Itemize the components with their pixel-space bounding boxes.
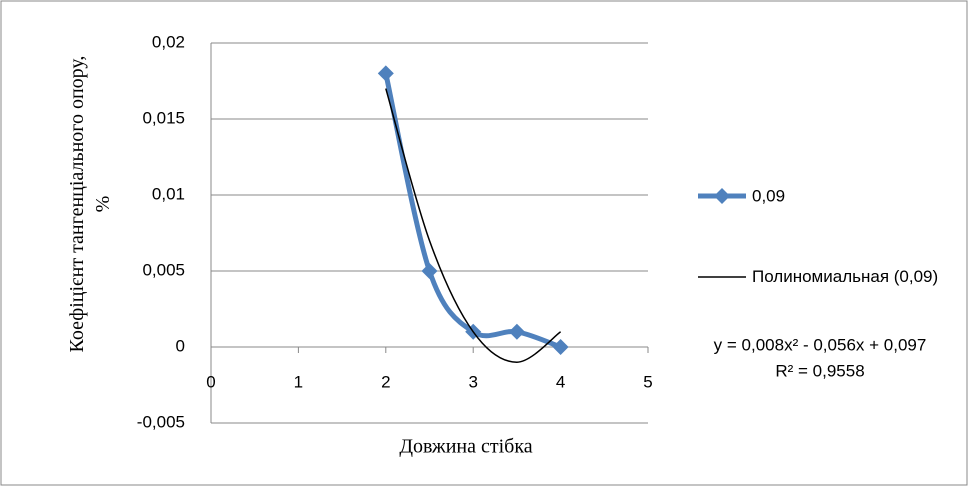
marker bbox=[508, 323, 525, 340]
x-tick-label: 5 bbox=[643, 372, 652, 391]
marker bbox=[552, 339, 569, 355]
legend-label: 0,09 bbox=[752, 186, 785, 205]
trend-r2: R² = 0,9558 bbox=[775, 361, 864, 380]
x-tick-label: 0 bbox=[206, 372, 215, 391]
x-axis-title: Довжина стібка bbox=[399, 436, 532, 458]
y-tick-label: 0,015 bbox=[142, 108, 185, 127]
marker bbox=[421, 263, 438, 279]
y-tick-label: 0,01 bbox=[152, 184, 185, 203]
x-tick-label: 1 bbox=[294, 372, 303, 391]
y-axis-title: Коефіцієнт тангенціального опору, % bbox=[66, 55, 114, 353]
y-tick-label: 0,02 bbox=[152, 32, 185, 51]
y-tick-label: -0,005 bbox=[137, 412, 185, 431]
x-tick-label: 3 bbox=[468, 372, 477, 391]
marker bbox=[377, 65, 394, 82]
trend-equation: y = 0,008x² - 0,056x + 0,097 bbox=[714, 335, 927, 354]
trendline bbox=[385, 88, 562, 363]
legend-marker bbox=[714, 188, 730, 204]
x-tick-label: 4 bbox=[556, 372, 565, 391]
legend-label: Полиномиальная (0,09) bbox=[752, 267, 939, 286]
y-tick-label: 0 bbox=[176, 336, 185, 355]
y-tick-label: 0,005 bbox=[142, 260, 185, 279]
x-tick-label: 2 bbox=[381, 372, 390, 391]
